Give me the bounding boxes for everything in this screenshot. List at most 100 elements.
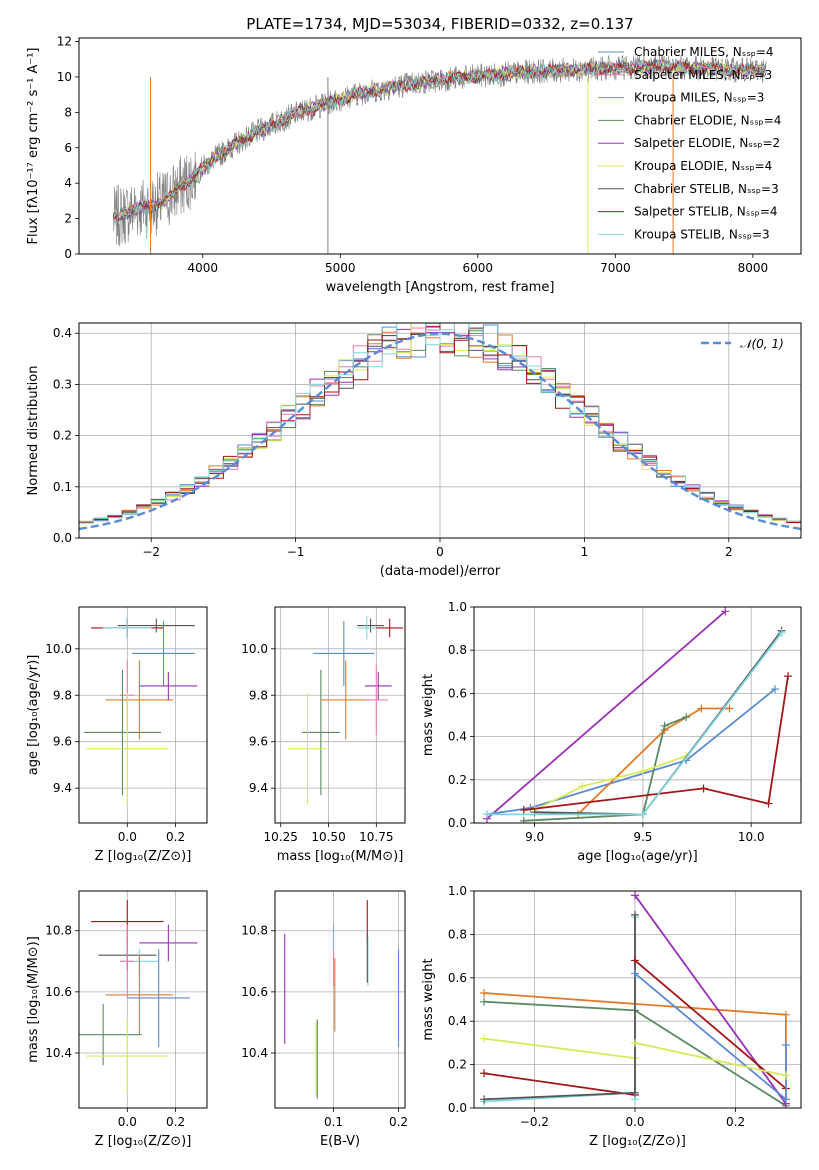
weight-marker-kroupa_elodie	[480, 1034, 489, 1043]
weight-marker-salpeter_stelib	[764, 799, 773, 808]
weight-marker-salpeter_stelib	[784, 672, 793, 681]
legend-entry-salpeter_elodie: Salpeter ELODIE, Nₛₛₚ=2	[634, 136, 780, 150]
x-tick-label: 8000	[738, 261, 769, 275]
errorbars	[83, 616, 198, 805]
y-tick-label: 9.8	[53, 688, 72, 702]
y-tick-label: 1.0	[448, 600, 467, 614]
y-tick-label: 9.8	[249, 688, 268, 702]
x-tick-label: 0.1	[324, 1115, 343, 1129]
weight-marker-kroupa_stelib	[482, 810, 491, 819]
y-tick-label: 0.6	[448, 686, 467, 700]
x-tick-label: 6000	[463, 261, 494, 275]
weight-marker-kroupa_miles	[725, 704, 734, 713]
x-tick-label: 1	[581, 545, 589, 559]
weight-marker-kroupa_miles	[781, 1010, 790, 1019]
x-axis-label: E(B-V)	[320, 1134, 360, 1149]
z_age-panel: 0.0 0.2 9.4 9.6 9.8 10.0 Z [log₁₀(Z/Z⊙)] age [l…	[26, 606, 208, 864]
legend-entry-salpeter_stelib: Salpeter STELIB, Nₛₛₚ=4	[634, 205, 778, 219]
ebv_mass-panel: 0.1 0.2 10.4 10.6 10.8 E(B-V)	[241, 890, 408, 1149]
x-tick-label: 0.0	[625, 1115, 644, 1129]
weight-marker-chabrier_elodie	[519, 816, 528, 823]
x-axis-label: Z [log₁₀(Z/Z⊙)]	[95, 1134, 192, 1149]
figure-title: PLATE=1734, MJD=53034, FIBERID=0332, z=0…	[246, 15, 633, 33]
y-tick-label: 0	[64, 247, 72, 261]
weight-line-salpeter_stelib	[523, 675, 789, 811]
weight-line-salpeter_stelib	[634, 959, 787, 1090]
weight-marker-kroupa_elodie	[638, 767, 647, 776]
x-tick-label: 0.2	[726, 1115, 745, 1129]
weight-marker-salpeter_elodie	[721, 607, 730, 616]
y-axis-label: mass weight	[421, 958, 436, 1040]
errorbars	[284, 900, 400, 1099]
y-tick-label: 0.4	[53, 326, 72, 340]
x-tick-label: 10.75	[359, 830, 393, 844]
model-spectrum-kroupa_stelib	[113, 59, 767, 227]
y-tick-label: 10.4	[241, 1046, 268, 1060]
weight-marker-chabrier_miles	[630, 969, 639, 978]
weight-marker-chabrier_miles	[781, 1041, 790, 1050]
y-tick-label: 12	[57, 35, 72, 49]
legend-entry-chabrier_stelib: Chabrier STELIB, Nₛₛₚ=3	[634, 182, 779, 196]
weight-marker-chabrier_stelib	[630, 1088, 639, 1097]
weight-marker-kroupa_elodie	[630, 1038, 639, 1047]
y-tick-label: 0.2	[448, 1058, 467, 1072]
axes-frame	[274, 606, 406, 824]
legend-entry-kroupa_stelib: Kroupa STELIB, Nₛₛₚ=3	[634, 227, 770, 241]
y-tick-label: 0.4	[448, 1014, 467, 1028]
weight-marker-salpeter_stelib	[519, 806, 528, 815]
weight-marker-salpeter_stelib	[699, 784, 708, 793]
x-axis-label: Z [log₁₀(Z/Z⊙)]	[589, 1134, 686, 1149]
weight-line-salpeter_elodie	[486, 610, 726, 820]
x-tick-label: 0.2	[166, 1115, 185, 1129]
histogram-kroupa_stelib	[79, 323, 801, 524]
x-tick-label: 0.0	[118, 830, 137, 844]
x-axis-label: wavelength [Angstrom, rest frame]	[326, 280, 555, 295]
x-tick-label: 10.0	[738, 830, 765, 844]
x-tick-label: 7000	[600, 261, 631, 275]
y-tick-label: 0.8	[448, 927, 467, 941]
y-tick-label: 10.0	[45, 642, 72, 656]
y-tick-label: 0.8	[448, 643, 467, 657]
y-tick-label: 6	[64, 141, 72, 155]
x-tick-label: −2	[142, 545, 160, 559]
weight-marker-kroupa_miles	[480, 988, 489, 997]
legend-entry-chabrier_elodie: Chabrier ELODIE, Nₛₛₚ=4	[634, 113, 781, 127]
axes-frame	[473, 606, 802, 824]
errorbars	[79, 900, 198, 1093]
legend-entry-kroupa_miles: Kroupa MILES, Nₛₛₚ=3	[634, 91, 764, 105]
y-tick-label: 0.0	[448, 816, 467, 830]
y-tick-label: 0.0	[448, 1101, 467, 1115]
weight-marker-chabrier_elodie	[480, 997, 489, 1006]
axes-frame	[78, 890, 208, 1109]
y-tick-label: 9.4	[53, 781, 72, 795]
spectrum-lines	[113, 54, 767, 254]
y-tick-label: 0.0	[53, 531, 72, 545]
axes-frame	[78, 322, 802, 539]
weight-lines	[480, 891, 790, 1108]
y-tick-label: 9.6	[53, 735, 72, 749]
y-axis-label: mass [log₁₀(M/M⊙)]	[26, 936, 41, 1063]
y-tick-label: 10.6	[241, 985, 268, 999]
legend-entry-chabrier_miles: Chabrier MILES, Nₛₛₚ=4	[634, 45, 774, 59]
weight-line-kroupa_elodie	[634, 1042, 787, 1077]
residuals-panel: −2 −1 0 1 2 0.0 0.1 0.2 0.3 0.4 (data-model)/error…	[26, 322, 802, 579]
y-tick-label: 1.0	[448, 884, 467, 898]
legend-entry-normal: 𝒩(0, 1)	[740, 337, 784, 351]
y-tick-label: 8	[64, 105, 72, 119]
y-tick-label: 0.2	[448, 773, 467, 787]
legend-entry-salpeter_miles: Salpeter MILES, Nₛₛₚ=3	[634, 68, 772, 82]
x-tick-label: −0.2	[520, 1115, 549, 1129]
weight-marker-salpeter_elodie	[630, 891, 639, 900]
x-axis-label: mass [log₁₀(M/M⊙)]	[277, 849, 404, 864]
weight-marker-chabrier_elodie	[660, 721, 669, 730]
y-tick-label: 0.3	[53, 377, 72, 391]
errorbars	[288, 616, 404, 805]
weight-marker-kroupa_stelib	[777, 628, 786, 637]
weight-marker-salpeter_stelib	[480, 1069, 489, 1078]
y-axis-label: Flux [fλ10⁻¹⁷ erg cm⁻² s⁻¹ A⁻¹]	[26, 48, 41, 245]
age_weight-panel: 9.0 9.5 10.0 0.0 0.2 0.4 0.6 0.8 1.0 age [log₁₀(a…	[421, 600, 802, 864]
weight-marker-chabrier_miles	[526, 803, 535, 812]
y-tick-label: 10.0	[241, 642, 268, 656]
weight-marker-chabrier_miles	[771, 685, 780, 694]
z_weight-panel: −0.2 0.0 0.2 0.0 0.2 0.4 0.6 0.8 1.0 Z [log₁₀(Z/Z…	[421, 884, 802, 1149]
